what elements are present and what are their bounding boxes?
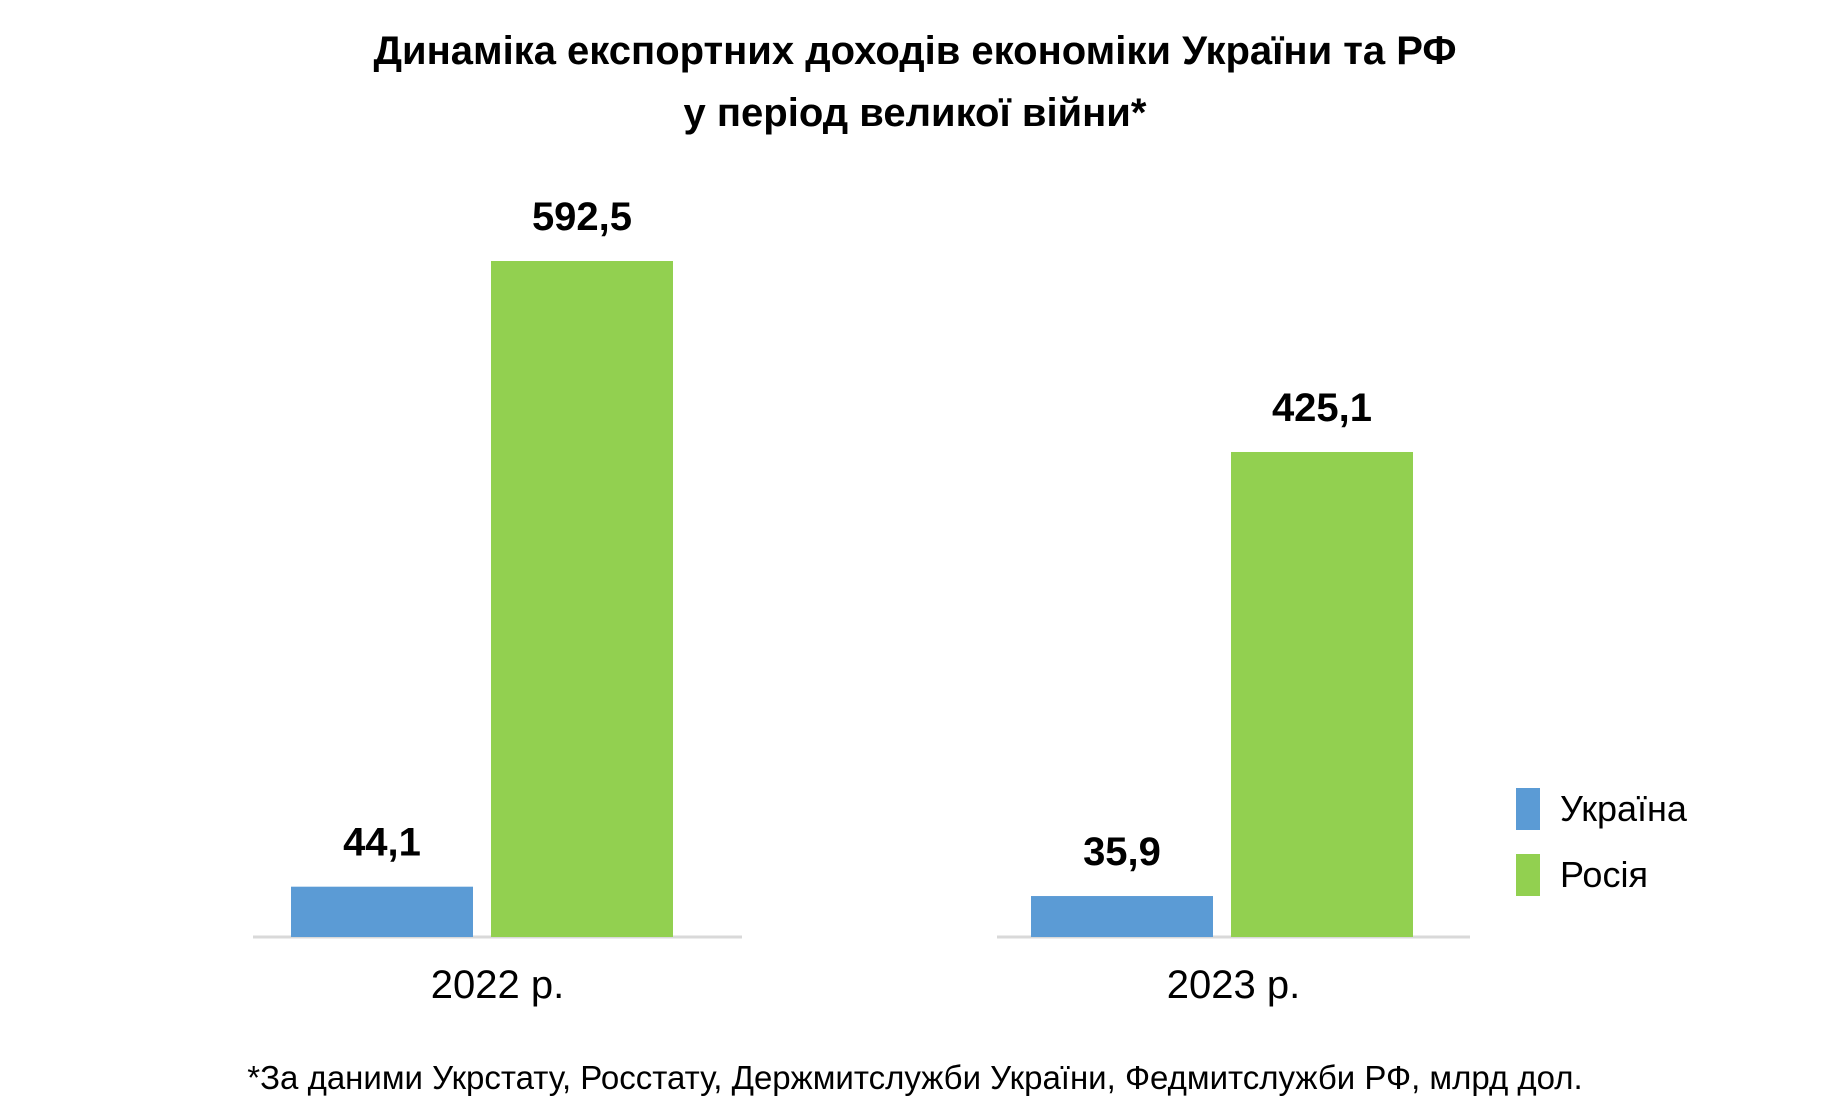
legend-label-ukraine: Україна — [1560, 788, 1688, 829]
legend-label-russia: Росія — [1560, 854, 1648, 895]
data-label-russia-1: 592,5 — [532, 195, 632, 239]
chart-title-line-2: у період великої війни* — [684, 91, 1147, 135]
bar-ukraine-1 — [291, 886, 473, 937]
category-label-2: 2023 р. — [1167, 963, 1300, 1007]
bar-russia-2 — [1231, 451, 1413, 937]
legend: Україна Росія — [1516, 788, 1688, 896]
chart-title-line-1: Динаміка експортних доходів економіки Ук… — [373, 29, 1456, 73]
data-label-ukraine-2: 35,9 — [1083, 830, 1161, 874]
bar-ukraine-2 — [1031, 896, 1213, 937]
bar-russia-1 — [491, 261, 673, 937]
category-label-1: 2022 р. — [431, 963, 564, 1007]
legend-swatch-ukraine — [1516, 788, 1540, 830]
legend-swatch-russia — [1516, 854, 1540, 896]
footnote: *За даними Укрстату, Росстату, Держмитсл… — [247, 1059, 1582, 1096]
data-label-russia-2: 425,1 — [1272, 386, 1372, 430]
data-label-ukraine-1: 44,1 — [343, 821, 421, 865]
plot-area: 44,1 592,5 2022 р. 35,9 425,1 2023 р. — [253, 195, 1470, 1007]
